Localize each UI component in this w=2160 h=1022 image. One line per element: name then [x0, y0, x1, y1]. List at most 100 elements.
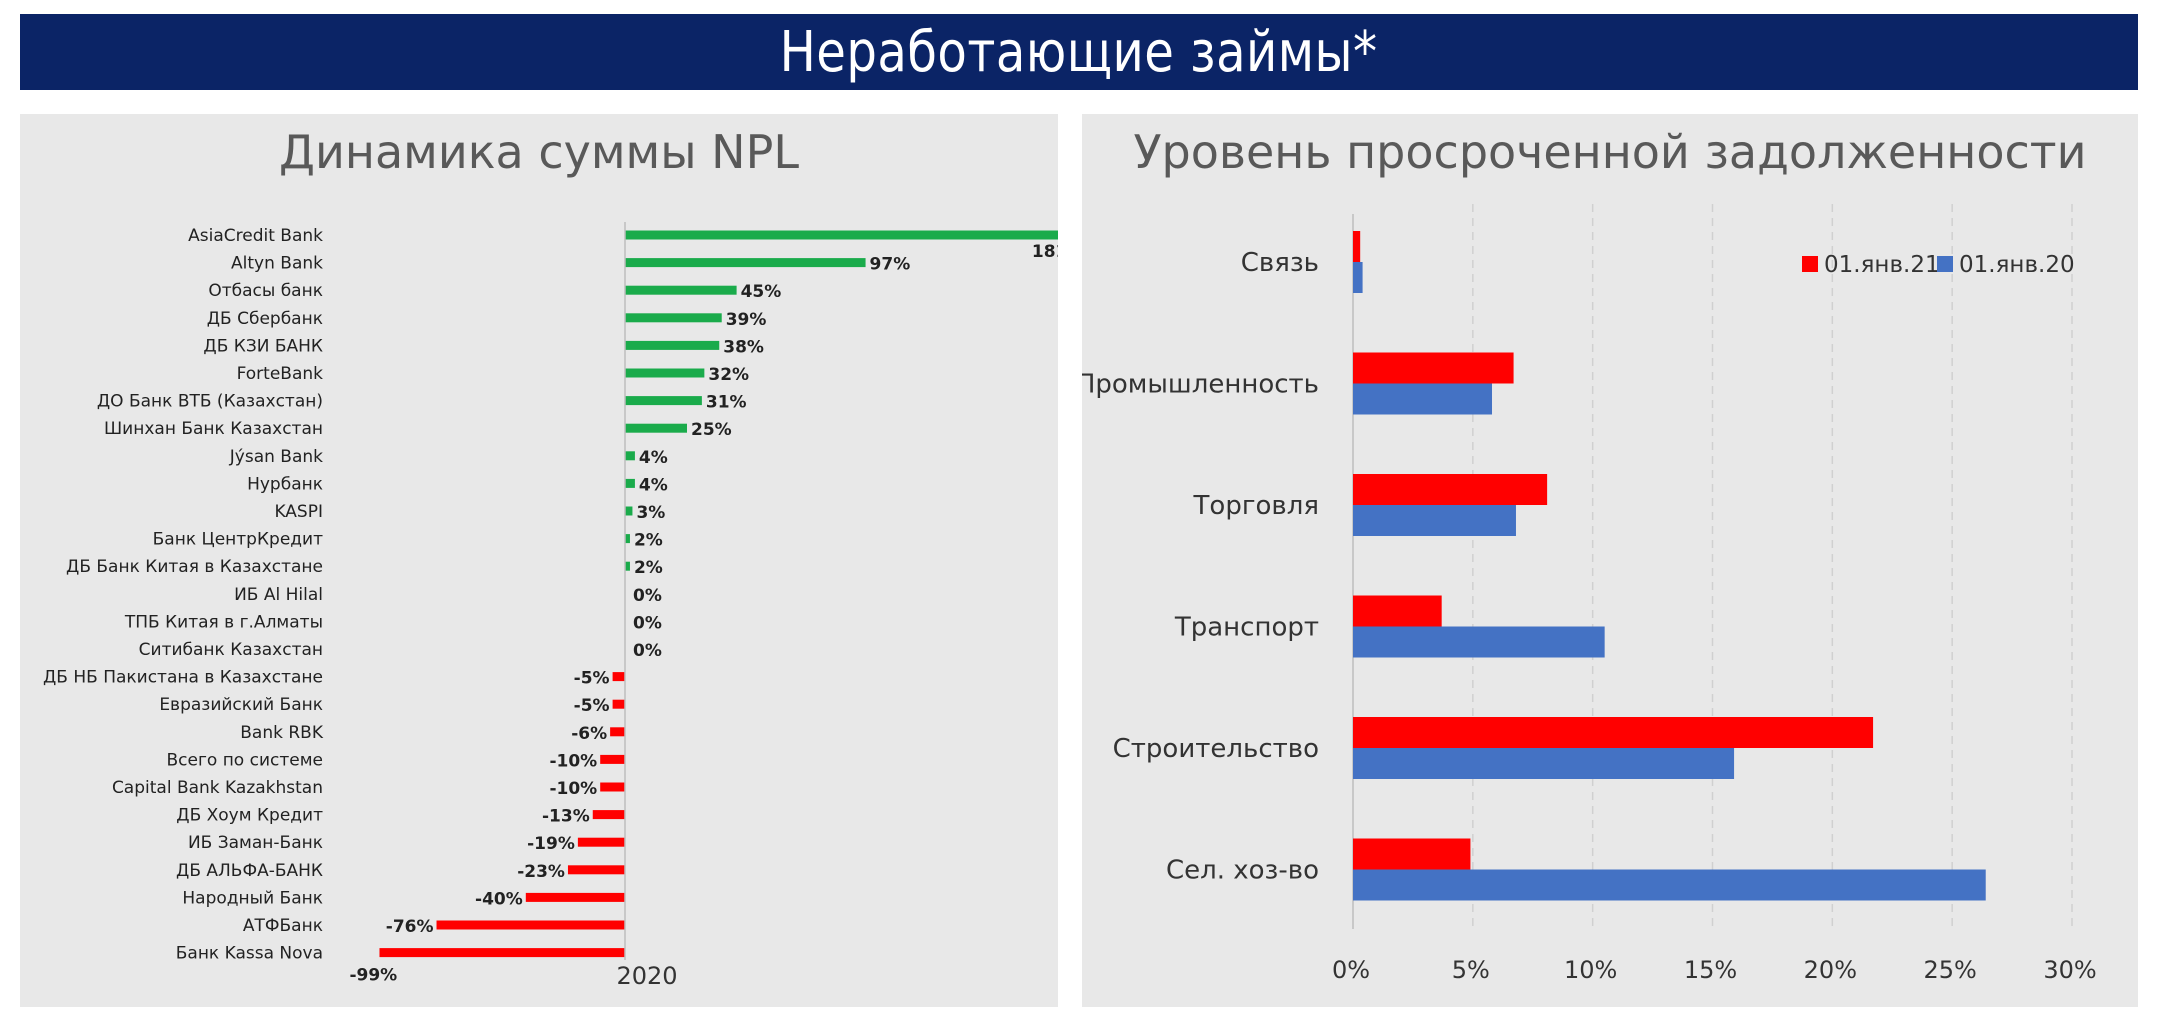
category-label: ДБ АЛЬФА-БАНК [176, 861, 323, 881]
x-tick-label: 30% [2043, 956, 2096, 984]
category-label: AsiaCredit Bank [188, 226, 323, 246]
npl-bar [612, 672, 625, 682]
overdue-debt-panel: Уровень просроченной задолженности 0% 5% 10… [1082, 114, 2138, 1007]
category-label: Сел. хоз-во [1166, 856, 1319, 886]
npl-dynamics-panel: Динамика суммы NPL AsiaCredit Bank 181% Alt… [20, 114, 1058, 1007]
data-label: -13% [542, 807, 590, 827]
category-label: Евразийский Банк [159, 695, 323, 715]
category-label: ДБ Банк Китая в Казахстане [66, 557, 323, 577]
data-label: -6% [571, 724, 607, 744]
data-label: 0% [633, 613, 662, 633]
legend-swatch [1802, 256, 1818, 272]
sector-bar [1353, 717, 1874, 748]
overdue-chart-title: Уровень просроченной задолженности [1134, 125, 2087, 179]
category-label: Отбасы банк [208, 281, 323, 301]
data-label: 2% [634, 531, 663, 551]
sector-bar [1353, 505, 1516, 536]
data-label: 39% [726, 310, 767, 330]
legend-label: 01.янв.21 [1824, 252, 1940, 278]
category-label: Промышленность [1082, 370, 1319, 400]
data-label: 0% [633, 641, 662, 661]
legend-label: 01.янв.20 [1959, 252, 2075, 278]
data-label: 45% [741, 282, 782, 302]
data-label: 97% [870, 255, 911, 275]
npl-bar [625, 478, 635, 488]
npl-bar [625, 258, 866, 268]
npl-bar [625, 368, 705, 378]
npl-bar [625, 561, 630, 571]
data-label: 4% [639, 448, 668, 468]
category-label: ТПБ Китая в г.Алматы [124, 612, 323, 632]
sector-bar [1353, 838, 1471, 870]
category-label: Всего по системе [166, 750, 323, 770]
x-axis-label: 2020 [616, 962, 677, 990]
category-label: Транспорт [1174, 613, 1319, 643]
category-label: Народный Банк [182, 888, 323, 908]
x-tick-label: 25% [1923, 956, 1976, 984]
category-label: Банк ЦентрКредит [153, 530, 323, 550]
npl-bar [625, 451, 635, 461]
sector-bar [1353, 869, 1986, 901]
npl-bar [612, 699, 625, 709]
data-label: -99% [349, 966, 397, 986]
category-label: Связь [1241, 248, 1319, 278]
category-label: ДБ Хоум Кредит [176, 806, 323, 826]
sector-bar [1353, 231, 1361, 262]
category-label: Шинхан Банк Казахстан [104, 419, 323, 439]
page-title: Неработающие займы* [780, 19, 1378, 85]
category-label: Capital Bank Kazakhstan [112, 778, 323, 798]
npl-bar [625, 313, 722, 323]
sector-bar [1353, 748, 1735, 779]
data-label: 25% [691, 420, 732, 440]
legend-swatch [1937, 256, 1953, 272]
data-label: -10% [549, 751, 597, 771]
npl-bar [625, 423, 687, 433]
category-label: KASPI [274, 502, 323, 522]
npl-bar [610, 727, 625, 737]
data-label: 181% [1032, 242, 1058, 262]
npl-bar [436, 920, 625, 930]
data-label: 2% [634, 558, 663, 578]
overdue-debt-chart: Уровень просроченной задолженности 0% 5% 10… [1082, 125, 2097, 984]
data-label: -10% [549, 779, 597, 799]
x-tick-label: 0% [1332, 956, 1370, 984]
data-label: 3% [636, 503, 665, 523]
data-label: 32% [708, 365, 749, 385]
category-label: ДБ КЗИ БАНК [203, 336, 323, 356]
npl-bar [625, 534, 630, 544]
data-label: 31% [706, 393, 747, 413]
sector-bar [1353, 262, 1363, 293]
data-label: -19% [527, 834, 575, 854]
npl-dynamics-chart: Динамика суммы NPL AsiaCredit Bank 181% Alt… [43, 125, 1058, 990]
npl-bar [592, 810, 625, 820]
sector-bar [1353, 474, 1548, 505]
category-label: Торговля [1193, 491, 1319, 521]
data-label: -5% [574, 669, 610, 689]
category-label: АТФБанк [243, 916, 323, 936]
data-label: -40% [475, 889, 523, 909]
category-label: Банк Kassa Nova [176, 944, 323, 964]
npl-bar [625, 285, 737, 295]
npl-bar [600, 754, 625, 764]
category-label: Bank RBK [240, 723, 324, 743]
sector-bar [1353, 352, 1514, 384]
category-label: Нурбанк [247, 474, 323, 494]
npl-bar [625, 506, 633, 516]
sector-bar [1353, 626, 1605, 658]
category-label: Строительство [1113, 734, 1319, 764]
npl-bar [600, 782, 625, 792]
npl-bar [379, 948, 625, 958]
data-label: 0% [633, 586, 662, 606]
npl-bar [567, 865, 625, 875]
npl-bar [577, 837, 625, 847]
npl-bar [525, 892, 625, 902]
data-label: 4% [639, 475, 668, 495]
npl-bar [625, 396, 702, 406]
sector-bar [1353, 595, 1442, 627]
npl-chart-title: Динамика суммы NPL [279, 125, 799, 179]
category-label: ДО Банк ВТБ (Казахстан) [97, 392, 323, 412]
data-label: 38% [723, 337, 764, 357]
page-banner: Неработающие займы* [20, 14, 2138, 90]
data-label: -5% [574, 696, 610, 716]
category-label: ДБ НБ Пакистана в Казахстане [43, 668, 323, 688]
